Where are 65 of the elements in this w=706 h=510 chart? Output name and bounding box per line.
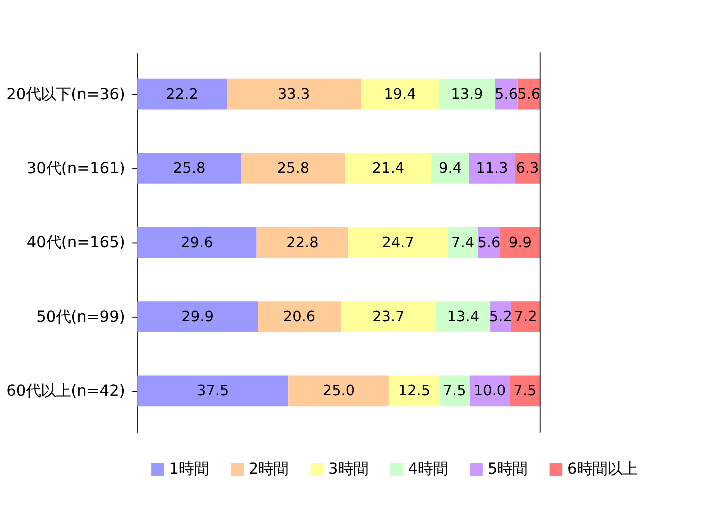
bar bbox=[469, 153, 515, 184]
legend-label: 1時間 bbox=[169, 460, 210, 478]
data-label: 22.2 bbox=[166, 86, 198, 103]
data-label: 10.0 bbox=[474, 384, 506, 400]
bar bbox=[500, 227, 540, 258]
y-tick-label: 20代以下(n=36) bbox=[6, 85, 126, 104]
data-label: 13.4 bbox=[447, 310, 480, 326]
data-label: 33.3 bbox=[278, 86, 310, 103]
bar bbox=[138, 302, 258, 332]
data-label: 37.5 bbox=[196, 384, 230, 400]
bar bbox=[361, 78, 440, 110]
bar bbox=[288, 376, 390, 407]
bar bbox=[439, 78, 496, 110]
bar bbox=[448, 227, 478, 258]
data-label: 9.9 bbox=[508, 235, 532, 252]
data-label: 20.6 bbox=[283, 310, 316, 326]
data-label: 23.7 bbox=[372, 310, 405, 326]
legend-label: 2時間 bbox=[248, 460, 289, 478]
data-label: 24.7 bbox=[382, 235, 414, 252]
y-tick-label: 40代(n=165) bbox=[26, 234, 126, 252]
data-label: 12.5 bbox=[398, 384, 431, 400]
data-label: 21.4 bbox=[372, 161, 405, 178]
data-label: 7.4 bbox=[452, 235, 475, 252]
bar bbox=[348, 227, 448, 258]
legend-label: 3時間 bbox=[328, 460, 368, 478]
bar bbox=[138, 376, 289, 407]
bar bbox=[389, 376, 440, 407]
data-label: 11.3 bbox=[476, 161, 508, 178]
data-label: 25.8 bbox=[277, 161, 310, 178]
data-label: 25.8 bbox=[173, 161, 206, 178]
data-label: 7.5 bbox=[514, 384, 537, 400]
data-label: 13.9 bbox=[451, 86, 484, 103]
bar bbox=[340, 302, 436, 332]
data-label: 19.4 bbox=[384, 86, 416, 103]
bar bbox=[511, 302, 540, 332]
bar bbox=[226, 78, 362, 110]
y-tick-label: 30代(n=161) bbox=[26, 160, 126, 178]
bar bbox=[241, 153, 346, 184]
data-label: 5.6 bbox=[518, 86, 541, 103]
data-label: 5.6 bbox=[478, 235, 501, 252]
bar bbox=[432, 153, 470, 184]
data-label: 7.2 bbox=[514, 310, 538, 326]
bar bbox=[138, 78, 227, 110]
data-label: 25.0 bbox=[322, 384, 356, 400]
y-tick-label: 50代(n=99) bbox=[36, 308, 126, 326]
bar bbox=[440, 376, 470, 407]
data-label: 7.5 bbox=[443, 384, 466, 400]
legend-label: 4時間 bbox=[408, 460, 448, 478]
bar bbox=[256, 227, 349, 258]
data-label: 6.3 bbox=[516, 161, 540, 178]
data-label: 22.8 bbox=[286, 235, 319, 252]
bar bbox=[436, 302, 490, 332]
bar bbox=[138, 227, 257, 258]
data-label: 5.2 bbox=[489, 310, 512, 326]
data-label: 29.6 bbox=[181, 235, 214, 252]
legend-label: 5時間 bbox=[488, 460, 528, 478]
data-label: 5.6 bbox=[495, 86, 518, 103]
y-tick-label: 60代以上(n=42) bbox=[6, 382, 126, 400]
bar bbox=[345, 153, 432, 184]
bar bbox=[258, 302, 341, 332]
bar bbox=[510, 376, 540, 407]
data-label: 9.4 bbox=[439, 161, 462, 178]
data-label: 29.9 bbox=[182, 310, 214, 326]
legend-label: 6時間以上 bbox=[568, 460, 638, 478]
bar bbox=[138, 153, 242, 184]
